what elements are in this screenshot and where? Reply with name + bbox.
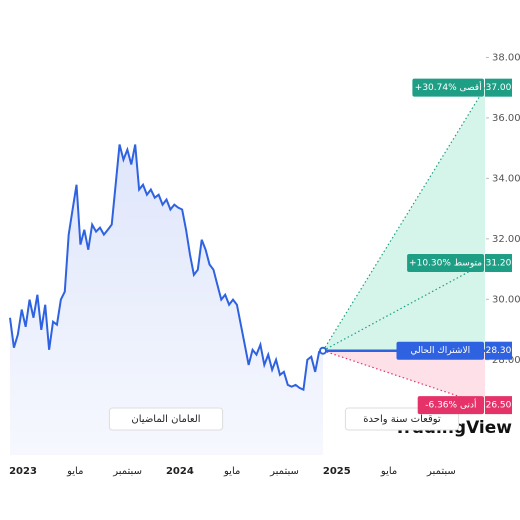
tag-label: +30.74% أقصى bbox=[415, 81, 482, 93]
annotation: العامان الماضيان bbox=[131, 414, 200, 425]
price-line bbox=[9, 144, 324, 392]
value-box bbox=[485, 78, 512, 97]
x-tick-label: 2024 bbox=[166, 466, 194, 477]
x-tick-label: مايو bbox=[380, 466, 397, 477]
value-box bbox=[485, 254, 512, 273]
forecast-line bbox=[322, 350, 486, 406]
tag-label: الاشتراك الحالي bbox=[410, 346, 470, 356]
forecast-line bbox=[322, 262, 486, 352]
tag-box bbox=[396, 341, 484, 360]
tag-box bbox=[412, 78, 484, 97]
value-label: 31.20 bbox=[486, 259, 512, 269]
x-tick-label: سبتمبر bbox=[426, 466, 456, 477]
x-tick-label: سبتمبر bbox=[112, 466, 142, 477]
x-tick-label: مايو bbox=[66, 466, 83, 477]
price-area bbox=[10, 144, 323, 455]
value-label: 37.00 bbox=[486, 83, 512, 93]
y-tick-label: 32.00 bbox=[492, 234, 520, 245]
y-tick-label: 36.00 bbox=[492, 113, 520, 124]
forecast-down-area bbox=[323, 350, 485, 406]
current-point bbox=[319, 346, 327, 355]
value-label: 26.50 bbox=[486, 401, 512, 411]
value-box bbox=[485, 341, 512, 360]
annotation-box bbox=[108, 407, 224, 431]
y-tick-label: 38.00 bbox=[492, 52, 520, 63]
tag-box bbox=[417, 396, 484, 415]
forecast-line bbox=[322, 87, 486, 352]
x-tick-label: مايو bbox=[223, 466, 240, 477]
tag-label: +10.30% متوسط bbox=[409, 259, 482, 269]
value-label: 28.30 bbox=[486, 346, 512, 356]
tag-box bbox=[407, 254, 484, 273]
value-box bbox=[485, 396, 512, 415]
y-tick-label: 28.00 bbox=[492, 355, 520, 366]
annotation: توقعات سنة واحدة bbox=[363, 414, 441, 425]
forecast-up-area bbox=[323, 87, 485, 351]
x-tick-label: 2025 bbox=[323, 466, 351, 477]
y-tick-label: 34.00 bbox=[492, 173, 520, 184]
x-tick-label: سبتمبر bbox=[269, 466, 299, 477]
tag-label: -6.36% أدنى bbox=[425, 399, 476, 411]
y-tick-label: 30.00 bbox=[492, 294, 520, 305]
x-tick-label: 2023 bbox=[9, 466, 37, 477]
